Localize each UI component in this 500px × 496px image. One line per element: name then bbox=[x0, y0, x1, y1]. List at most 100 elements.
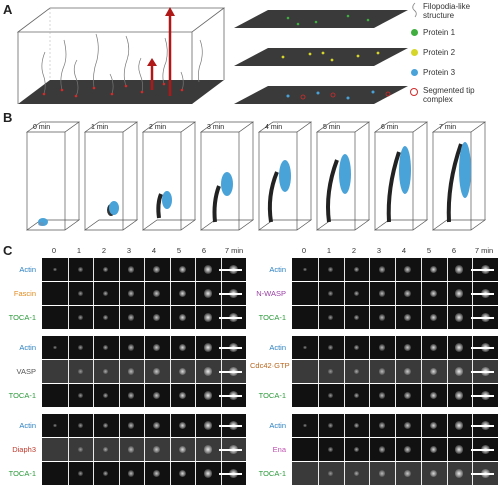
box-outline-3 bbox=[199, 121, 255, 231]
frame-divider bbox=[195, 462, 196, 485]
frame-divider bbox=[93, 438, 94, 461]
frame-divider bbox=[343, 462, 345, 485]
frame-divider bbox=[446, 438, 448, 461]
left-strip-1 bbox=[42, 282, 246, 305]
frame-divider bbox=[317, 384, 319, 407]
frame-divider bbox=[369, 414, 371, 437]
segmented-ring-icon bbox=[410, 88, 418, 96]
panel-a-box-diagram bbox=[16, 7, 226, 104]
signal-spot bbox=[103, 422, 109, 429]
signal-spot bbox=[153, 392, 161, 399]
frame-divider bbox=[93, 384, 94, 407]
signal-spot bbox=[379, 344, 386, 351]
tick-l-2: 2 bbox=[101, 246, 107, 255]
protein2-dot-icon bbox=[411, 49, 418, 56]
frame-divider bbox=[343, 258, 345, 281]
scale-bar bbox=[219, 472, 243, 475]
frame-divider bbox=[169, 282, 171, 305]
frame-divider bbox=[67, 258, 69, 281]
frame-divider bbox=[195, 438, 196, 461]
scale-bar bbox=[219, 424, 243, 427]
frame-divider bbox=[93, 282, 94, 305]
panel-b-box-4: 4 min bbox=[257, 118, 314, 238]
frame-divider bbox=[420, 258, 422, 281]
frame-divider bbox=[395, 384, 396, 407]
signal-spot bbox=[128, 314, 135, 321]
row-label-l-7: Diaph3 bbox=[12, 445, 36, 454]
time-label-1: 1 min bbox=[91, 124, 109, 131]
signal-spot bbox=[103, 368, 109, 375]
frame-divider bbox=[169, 414, 171, 437]
box-outline-5 bbox=[315, 121, 371, 231]
scale-bar bbox=[219, 268, 243, 271]
scale-bar bbox=[219, 394, 243, 397]
signal-spot bbox=[353, 422, 360, 429]
right-strip-1 bbox=[292, 282, 498, 305]
row-label-l-2: TOCA-1 bbox=[8, 313, 36, 322]
right-strip-0 bbox=[292, 258, 498, 281]
right-strip-8 bbox=[292, 462, 498, 485]
frame-divider bbox=[369, 384, 371, 407]
time-label-7: 7 min bbox=[439, 124, 457, 131]
tick-r-6: 6 bbox=[451, 246, 457, 255]
frame-divider bbox=[420, 462, 422, 485]
time-label-5: 5 min bbox=[323, 124, 341, 131]
signal-spot bbox=[328, 267, 333, 272]
legend-label-p2: Protein 2 bbox=[423, 48, 456, 57]
box-outline-6 bbox=[373, 121, 429, 231]
left-microscopy-strips bbox=[42, 258, 246, 496]
signal-spot bbox=[379, 446, 386, 453]
frame-divider bbox=[369, 258, 371, 281]
row-label-r-6: Actin bbox=[269, 421, 286, 430]
box-outline-2 bbox=[141, 121, 197, 231]
left-strip-8 bbox=[42, 462, 246, 485]
frame-divider bbox=[420, 384, 422, 407]
frame-divider bbox=[395, 414, 396, 437]
panel-b-letter: B bbox=[3, 110, 13, 125]
frame-divider bbox=[144, 384, 145, 407]
frame-divider bbox=[93, 258, 94, 281]
signal-spot bbox=[353, 314, 360, 321]
signal-spot bbox=[404, 470, 412, 477]
signal-spot bbox=[328, 393, 333, 398]
signal-spot bbox=[429, 343, 438, 352]
left-strip-3 bbox=[42, 336, 246, 359]
signal-spot bbox=[153, 290, 161, 297]
frame-divider bbox=[144, 282, 145, 305]
row-label-r-7: Ena bbox=[272, 445, 286, 454]
signal-spot bbox=[455, 391, 464, 400]
frame-divider bbox=[118, 462, 120, 485]
panel-a-letter: A bbox=[3, 2, 13, 17]
left-tick-row: 0 1 2 3 4 5 6 7 min bbox=[40, 246, 243, 256]
scale-bar bbox=[470, 394, 495, 397]
frame-divider bbox=[343, 360, 345, 383]
scale-bar bbox=[219, 448, 243, 451]
signal-spot bbox=[353, 368, 360, 375]
signal-spot bbox=[103, 470, 109, 477]
frame-divider bbox=[420, 306, 422, 329]
scale-bar bbox=[470, 448, 495, 451]
signal-spot bbox=[379, 392, 386, 399]
protein3-dot-icon bbox=[411, 69, 418, 76]
signal-spot bbox=[353, 344, 360, 351]
right-microscopy-strips bbox=[292, 258, 498, 496]
frame-divider bbox=[369, 438, 371, 461]
frame-divider bbox=[67, 384, 69, 407]
signal-spot bbox=[404, 422, 412, 429]
tick-l-4: 4 bbox=[151, 246, 157, 255]
signal-spot bbox=[153, 422, 161, 429]
signal-spot bbox=[77, 423, 83, 428]
scale-bar bbox=[470, 424, 495, 427]
frame-divider bbox=[395, 282, 396, 305]
time-label-6: 6 min bbox=[381, 124, 399, 131]
frame-divider bbox=[195, 360, 196, 383]
right-strip-3 bbox=[292, 336, 498, 359]
signal-spot bbox=[203, 391, 212, 400]
frame-divider bbox=[195, 414, 196, 437]
signal-spot bbox=[128, 422, 135, 429]
frame-divider bbox=[420, 438, 422, 461]
row-label-l-6: Actin bbox=[19, 421, 36, 430]
frame-divider bbox=[169, 384, 171, 407]
frame-divider bbox=[93, 306, 94, 329]
signal-spot bbox=[77, 315, 83, 320]
